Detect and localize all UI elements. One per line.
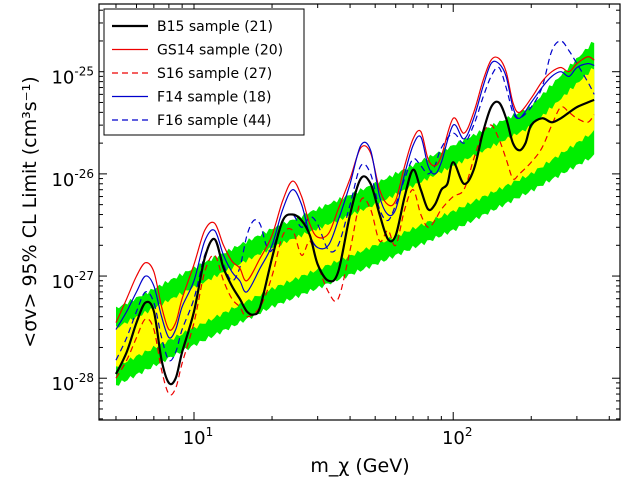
y-tick-label: 10-27 (51, 269, 94, 293)
tick-label-exponent: 2 (465, 425, 473, 439)
tick-label-base: 10 (51, 374, 74, 395)
tick-label-base: 10 (51, 68, 74, 89)
legend-label-5: F16 sample (44) (157, 113, 271, 129)
series-line-1 (115, 98, 595, 386)
legend: B15 sample (21) GS14 sample (20) S16 sampl… (103, 8, 305, 136)
tick-label-base: 10 (51, 170, 74, 191)
series-line-4 (115, 60, 595, 339)
legend-label-4: F14 sample (18) (157, 90, 271, 106)
y-tick-label: 10-26 (51, 167, 94, 191)
tick-label-base: 10 (51, 272, 74, 293)
tick-label-exponent: 1 (206, 425, 214, 439)
tick-label-exponent: -28 (74, 371, 94, 385)
tick-label-base: 10 (442, 428, 465, 449)
legend-label-1: B15 sample (21) (157, 19, 273, 35)
x-tick-labels: 101 102 (183, 425, 473, 449)
x-axis-title: m_χ (GeV) (310, 455, 409, 477)
series-layer (115, 40, 595, 396)
legend-label-3: S16 sample (27) (157, 66, 272, 82)
tick-label-exponent: -26 (74, 167, 94, 181)
y-tick-label: 10-28 (51, 371, 94, 395)
legend-label-2: GS14 sample (20) (157, 43, 283, 59)
series-line-5 (115, 40, 595, 362)
series-line-2 (115, 56, 595, 331)
y-tick-label: 10-25 (51, 65, 94, 89)
tick-label-base: 10 (183, 428, 206, 449)
plot-frame (98, 3, 621, 421)
legend-box (103, 8, 305, 136)
x-tick-label: 102 (442, 425, 473, 449)
plot-content (115, 40, 595, 396)
legend-items: B15 sample (21) GS14 sample (20) S16 sampl… (112, 19, 283, 129)
series-line-3 (115, 106, 595, 396)
y-axis-title: <σv> 95% CL Limit (cm³s⁻¹) (19, 76, 41, 347)
tick-label-exponent: -27 (74, 269, 94, 283)
x-tick-label: 101 (183, 425, 214, 449)
tick-label-exponent: -25 (74, 65, 94, 79)
axis-ticks (99, 4, 620, 420)
